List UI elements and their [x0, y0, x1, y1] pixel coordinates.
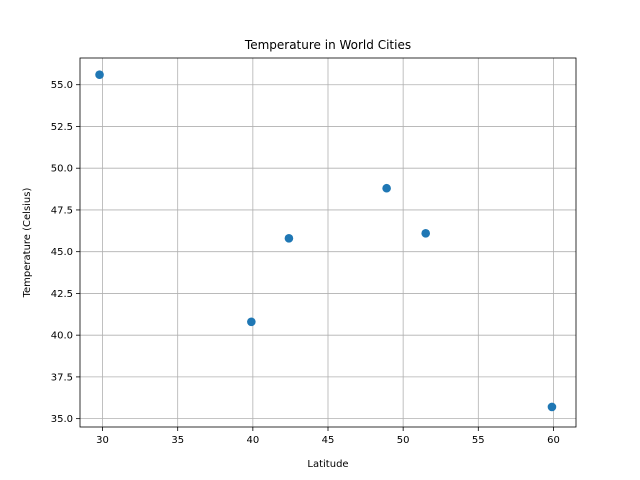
- data-point: [421, 229, 430, 238]
- x-tick-label: 55: [472, 435, 485, 446]
- y-tick-label: 42.5: [51, 289, 73, 300]
- data-point: [382, 183, 391, 193]
- y-tick-label: 52.5: [51, 122, 73, 133]
- axis-ticks: 30 35 40 45 50 55 60 35.0 37.5 40.0 42.5 45.0 47.5 50…: [51, 80, 560, 446]
- x-tick-label: 60: [547, 435, 560, 446]
- x-tick-label: 30: [96, 435, 109, 446]
- y-tick-label: 55.0: [51, 80, 73, 91]
- y-tick-label: 35.0: [51, 414, 73, 425]
- x-tick-label: 35: [171, 435, 184, 446]
- y-tick-label: 40.0: [51, 331, 73, 342]
- y-tick-label: 47.5: [51, 205, 73, 216]
- y-tick-label: 37.5: [51, 372, 73, 383]
- x-tick-label: 40: [246, 435, 259, 446]
- x-axis-label: Latitude: [307, 459, 348, 470]
- data-point: [247, 317, 256, 327]
- x-tick-label: 50: [397, 435, 410, 446]
- y-axis-label: Temperature (Celsius): [22, 188, 33, 299]
- data-point: [95, 70, 104, 79]
- grid: [80, 58, 576, 427]
- chart-title: Temperature in World Cities: [244, 38, 411, 52]
- data-point: [547, 402, 557, 412]
- y-tick-label: 45.0: [51, 247, 73, 258]
- y-tick-label: 50.0: [51, 164, 73, 175]
- x-tick-label: 45: [322, 435, 335, 446]
- data-point: [284, 234, 294, 243]
- data-points: [95, 70, 557, 412]
